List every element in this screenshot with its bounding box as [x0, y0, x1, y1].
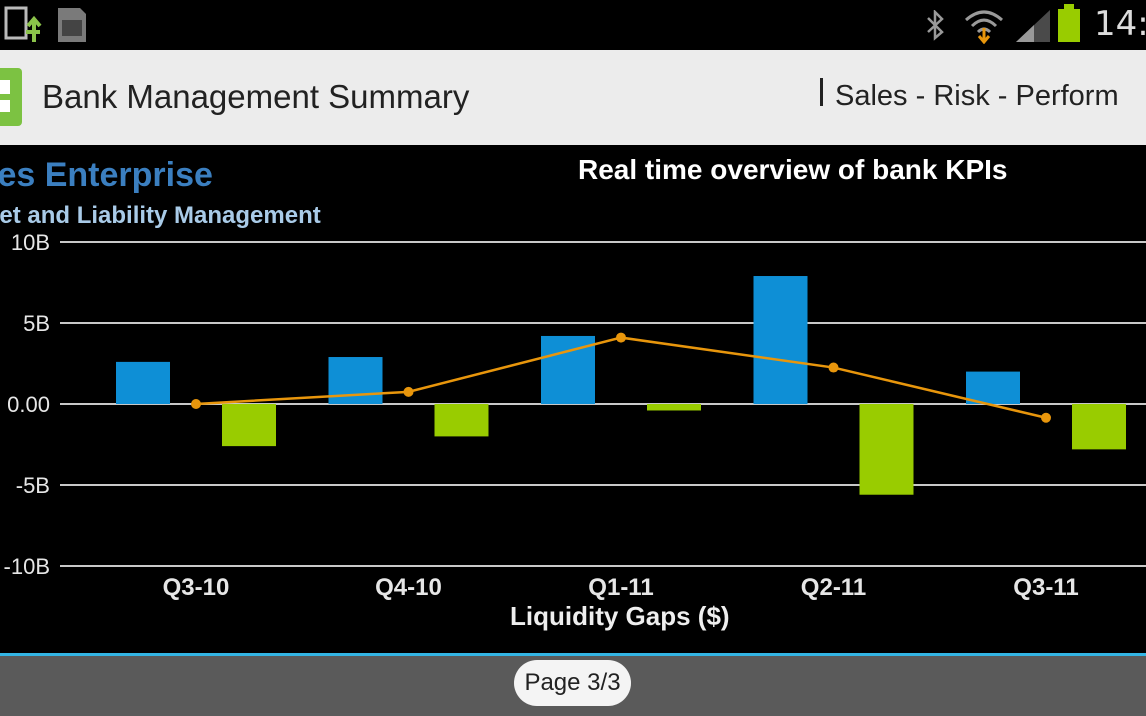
status-bar: 14:2 — [0, 0, 1146, 50]
x-tick-label: Q4-10 — [375, 574, 442, 601]
kpi-title: Real time overview of bank KPIs — [578, 154, 1008, 185]
page-indicator[interactable]: Page 3/3 — [514, 660, 631, 706]
y-tick-label: 5B — [23, 311, 50, 336]
report-subtitle: set and Liability Management — [0, 202, 321, 229]
trend-point — [191, 399, 201, 409]
trend-point — [403, 386, 414, 397]
bar-green — [1072, 404, 1126, 450]
x-axis-title: Liquidity Gaps ($) — [510, 601, 730, 631]
accent-divider — [0, 653, 1146, 656]
signal-icon — [1016, 10, 1050, 42]
x-tick-label: Q1-11 — [588, 574, 653, 601]
bar-blue — [753, 276, 808, 404]
bar-green — [647, 404, 701, 411]
x-tick-label: Q3-10 — [163, 574, 230, 601]
bluetooth-icon — [927, 10, 944, 41]
app-logo-icon[interactable] — [0, 68, 22, 126]
y-tick-label: -10B — [4, 554, 50, 579]
download-icon — [4, 6, 42, 42]
action-bar — [0, 50, 1146, 145]
trend-point — [616, 332, 626, 343]
bar-blue — [116, 361, 170, 404]
nav-tabs-menu[interactable]: Sales - Risk - Perform — [835, 80, 1119, 112]
bar-green — [222, 404, 276, 447]
y-tick-label: 10B — [11, 230, 50, 255]
x-tick-label: Q2-11 — [801, 574, 866, 601]
battery-icon — [1058, 4, 1080, 42]
y-tick-label: -5B — [16, 473, 50, 498]
x-tick-label: Q3-11 — [1013, 574, 1078, 601]
bar-green — [859, 404, 914, 495]
trend-point — [828, 362, 839, 373]
trend-point — [1041, 412, 1051, 423]
wifi-icon — [965, 10, 1003, 44]
bar-blue — [966, 371, 1020, 404]
bar-green — [434, 404, 489, 437]
app-title: Bank Management Summary — [42, 78, 470, 115]
status-clock: 14:2 — [1094, 4, 1146, 44]
nav-separator — [820, 78, 823, 106]
trend-line — [195, 336, 1047, 419]
sd-card-icon — [58, 8, 86, 42]
y-tick-label: 0.00 — [7, 392, 50, 417]
enterprise-title: les Enterprise — [0, 156, 213, 194]
